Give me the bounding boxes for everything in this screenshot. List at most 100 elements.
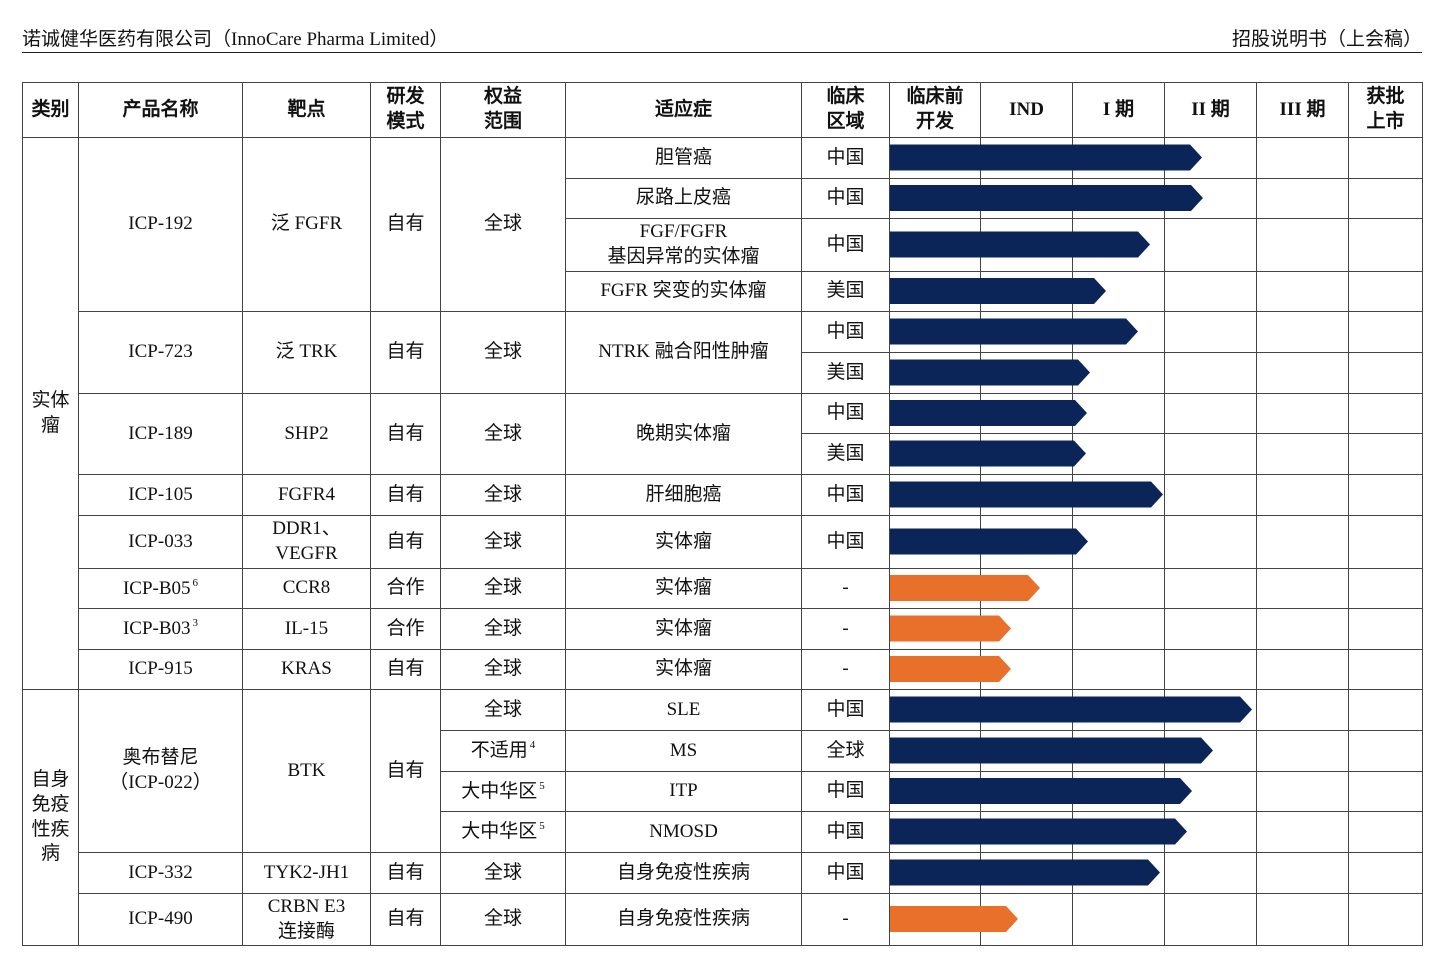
progress-arrow [890,144,1202,171]
table-cell: 自有 [370,137,441,312]
progress-arrow [890,318,1138,345]
table-cell: 中国 [801,474,890,516]
progress-arrow [890,185,1203,211]
phase-cell [1072,608,1165,650]
phase-cell [1348,515,1423,569]
cell-text: ICP-B03 [122,618,191,640]
column-header: 研发 模式 [370,82,441,138]
table-cell: 全球 [440,893,566,946]
table-cell: 自有 [370,893,441,946]
phase-cell [1348,893,1423,946]
table-cell: 胆管癌 [565,137,802,179]
progress-arrow [890,400,1087,426]
phase-cell [1256,893,1349,946]
table-cell: ICP-189 [78,393,243,475]
column-header: 产品名称 [78,82,243,138]
table-cell: FGFR4 [242,474,371,516]
table-cell: 奥布替尼 （ICP-022） [78,689,243,853]
table-cell: - [801,608,890,650]
table-cell: 自有 [370,649,441,690]
table-cell: DDR1、 VEGFR [242,515,371,569]
table-cell: ITP [565,771,802,812]
table-cell: 全球 [440,393,566,475]
table-cell: ICP-B03 3 [78,608,243,650]
header-rule [22,52,1422,53]
header-row: 类别 产品名称 靶点 研发 模式 权益 范围 适应症 临床 区域 临床前 开发 IND I 期 II… [22,82,1423,138]
table-cell: ICP-490 [78,893,243,946]
table-cell: 美国 [801,352,890,394]
table-cell: 中国 [801,218,890,272]
column-header: II 期 [1164,82,1257,138]
table-cell: SLE [565,689,802,731]
phase-cell [1256,474,1349,516]
cell-text: 大中华区 [461,780,538,802]
table-row: ICP-105 FGFR4 自有 全球 肝细胞癌 中国 [23,474,1423,516]
phase-cell [1164,218,1257,272]
phase-cell [1256,137,1349,179]
phase-cell [1164,893,1257,946]
table-cell: ICP-915 [78,649,243,690]
footnote-mark: 6 [192,576,199,589]
table-cell: FGF/FGFR 基因异常的实体瘤 [565,218,802,272]
column-header: IND [980,82,1073,138]
pipeline-table: 类别 产品名称 靶点 研发 模式 权益 范围 适应症 临床 区域 临床前 开发 IND I 期 II… [22,82,1423,946]
table-cell: KRAS [242,649,371,690]
progress-arrow [890,818,1187,845]
column-header: 临床 区域 [801,82,890,138]
table-cell: BTK [242,689,371,853]
phase-cell [1256,311,1349,353]
table-cell: ICP-192 [78,137,243,312]
phase-cell [1164,352,1257,394]
phase-cell [1164,649,1257,690]
phase-cell [1348,311,1423,353]
table-cell: 实体 瘤 [22,137,79,690]
phase-cell [1072,893,1165,946]
progress-arrow [890,231,1150,258]
phase-cell [1348,649,1423,690]
phase-cell [1348,852,1423,894]
phase-cell [1348,352,1423,394]
table-cell: 尿路上皮癌 [565,178,802,219]
table-row: ICP-033 DDR1、 VEGFR 自有 全球 实体瘤 中国 [23,515,1423,569]
column-header: 临床前 开发 [889,82,981,138]
cell-text: 不适用 [470,740,528,762]
table-cell: 肝细胞癌 [565,474,802,516]
phase-cell [1164,474,1257,516]
phase-cell [1256,218,1349,272]
phase-cell [1072,568,1165,609]
table-cell: ICP-332 [78,852,243,894]
progress-arrow [890,440,1086,467]
table-row: 美国 [23,352,1423,394]
phase-cell [1256,771,1349,812]
progress-arrow [890,575,1040,601]
phase-cell [1348,474,1423,516]
progress-arrow [890,778,1192,804]
table-cell: 中国 [801,311,890,353]
table-cell: 全球 [440,474,566,516]
phase-cell [1348,608,1423,650]
column-header: III 期 [1256,82,1349,138]
table-row: ICP-189 SHP2 自有 全球 晚期实体瘤 中国 [23,393,1423,475]
progress-arrow [890,615,1011,642]
progress-arrow [890,481,1163,508]
table-cell: 自有 [370,474,441,516]
table-cell: 中国 [801,515,890,569]
table-cell: 不适用 4 [440,730,566,772]
table-cell: 自有 [370,311,441,394]
table-cell: 泛 TRK [242,311,371,394]
table-cell: 全球 [440,311,566,394]
table-cell: FGFR 突变的实体瘤 [565,271,802,312]
cell-text: ICP-B05 [122,577,191,599]
progress-arrow [890,278,1106,304]
table-cell: 自身 免疫 性疾 病 [22,689,79,946]
table-cell: 泛 FGFR [242,137,371,312]
footnote-mark: 3 [192,617,199,630]
progress-arrow [890,359,1090,386]
column-header: 获批 上市 [1348,82,1423,138]
footnote-mark: 4 [529,739,536,752]
phase-cell [1256,271,1349,312]
table-cell: 中国 [801,178,890,219]
table-cell: 实体瘤 [565,515,802,569]
table-cell: ICP-105 [78,474,243,516]
